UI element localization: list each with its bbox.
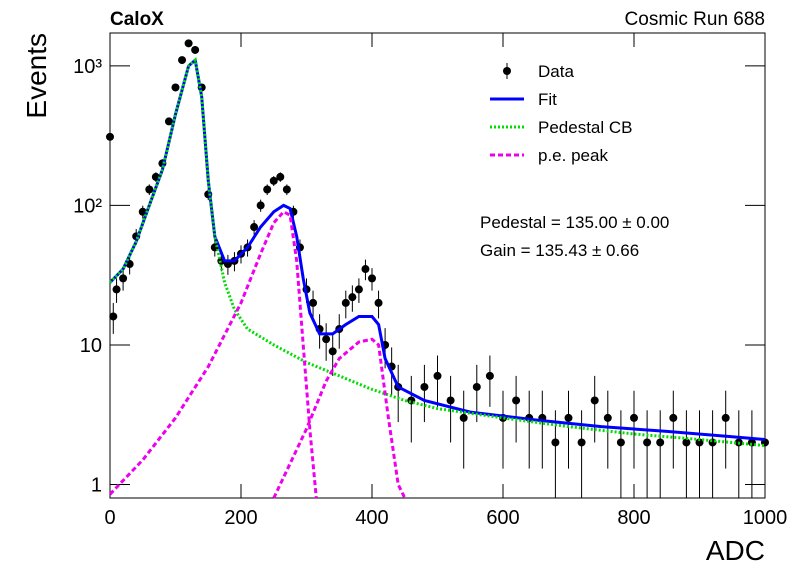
x-tick-label: 0 bbox=[104, 507, 115, 529]
data-point bbox=[191, 45, 200, 54]
y-tick-label: 10² bbox=[73, 195, 102, 217]
data-point bbox=[171, 83, 180, 92]
x-tick-label: 600 bbox=[486, 507, 519, 529]
data-point bbox=[106, 132, 114, 141]
data-point bbox=[256, 201, 265, 210]
data-point bbox=[354, 285, 363, 294]
series-line bbox=[108, 57, 766, 448]
data-point bbox=[446, 396, 455, 405]
x-tick-label: 1000 bbox=[743, 507, 788, 529]
annotation: Pedestal = 135.00 ± 0.00 bbox=[480, 213, 669, 232]
data-point bbox=[309, 298, 318, 307]
data-point bbox=[630, 413, 638, 422]
data-point bbox=[282, 185, 291, 194]
data-point bbox=[747, 438, 756, 447]
data-point bbox=[551, 438, 560, 447]
y-axis-label: Events bbox=[21, 33, 52, 119]
data-point bbox=[112, 285, 121, 294]
data-point bbox=[109, 312, 118, 321]
data-point bbox=[420, 382, 429, 391]
data-point bbox=[269, 176, 278, 185]
series-line bbox=[108, 209, 407, 499]
data-point bbox=[145, 185, 154, 194]
plot-frame bbox=[109, 32, 766, 499]
data-point bbox=[682, 438, 691, 447]
data-point bbox=[328, 347, 337, 356]
data-point bbox=[276, 172, 285, 181]
annotation: Gain = 135.43 ± 0.66 bbox=[480, 241, 639, 260]
data-point bbox=[322, 335, 331, 344]
chart-subtitle: Cosmic Run 688 bbox=[625, 9, 765, 30]
legend-label: Pedestal CB bbox=[538, 118, 633, 137]
x-tick-label: 400 bbox=[355, 507, 388, 529]
data-point bbox=[564, 413, 573, 422]
data-point bbox=[250, 223, 259, 232]
legend-label: p.e. peak bbox=[538, 146, 608, 165]
data-point bbox=[164, 117, 173, 126]
data-point bbox=[616, 438, 625, 447]
data-point bbox=[721, 413, 730, 422]
data-point bbox=[485, 371, 494, 380]
data-point bbox=[603, 413, 612, 422]
chart-title: CaloX bbox=[110, 9, 164, 30]
data-point bbox=[656, 438, 665, 447]
data-point bbox=[361, 265, 370, 274]
data-point bbox=[669, 413, 678, 422]
data-point bbox=[695, 438, 704, 447]
data-point bbox=[341, 298, 350, 307]
data-point bbox=[374, 298, 383, 307]
data-point bbox=[512, 396, 521, 405]
data-point bbox=[643, 438, 652, 447]
x-tick-label: 200 bbox=[224, 507, 257, 529]
x-tick-label: 800 bbox=[617, 507, 650, 529]
data-point bbox=[472, 382, 481, 391]
data-point bbox=[590, 396, 599, 405]
data-point bbox=[178, 56, 187, 65]
x-axis-label: ADC bbox=[706, 535, 765, 566]
data-point bbox=[184, 39, 193, 48]
y-tick-label: 1 bbox=[91, 474, 102, 496]
legend-label: Fit bbox=[538, 90, 557, 109]
data-point bbox=[348, 293, 357, 302]
legend-label: Data bbox=[538, 62, 574, 81]
y-tick-label: 10 bbox=[80, 335, 102, 357]
data-point bbox=[433, 371, 442, 380]
data-point bbox=[263, 185, 272, 194]
data-point bbox=[577, 438, 586, 447]
data-point bbox=[119, 274, 128, 283]
legend-swatch bbox=[503, 67, 511, 75]
data-point bbox=[368, 274, 376, 283]
data-point bbox=[459, 413, 468, 422]
y-tick-label: 10³ bbox=[73, 56, 102, 78]
